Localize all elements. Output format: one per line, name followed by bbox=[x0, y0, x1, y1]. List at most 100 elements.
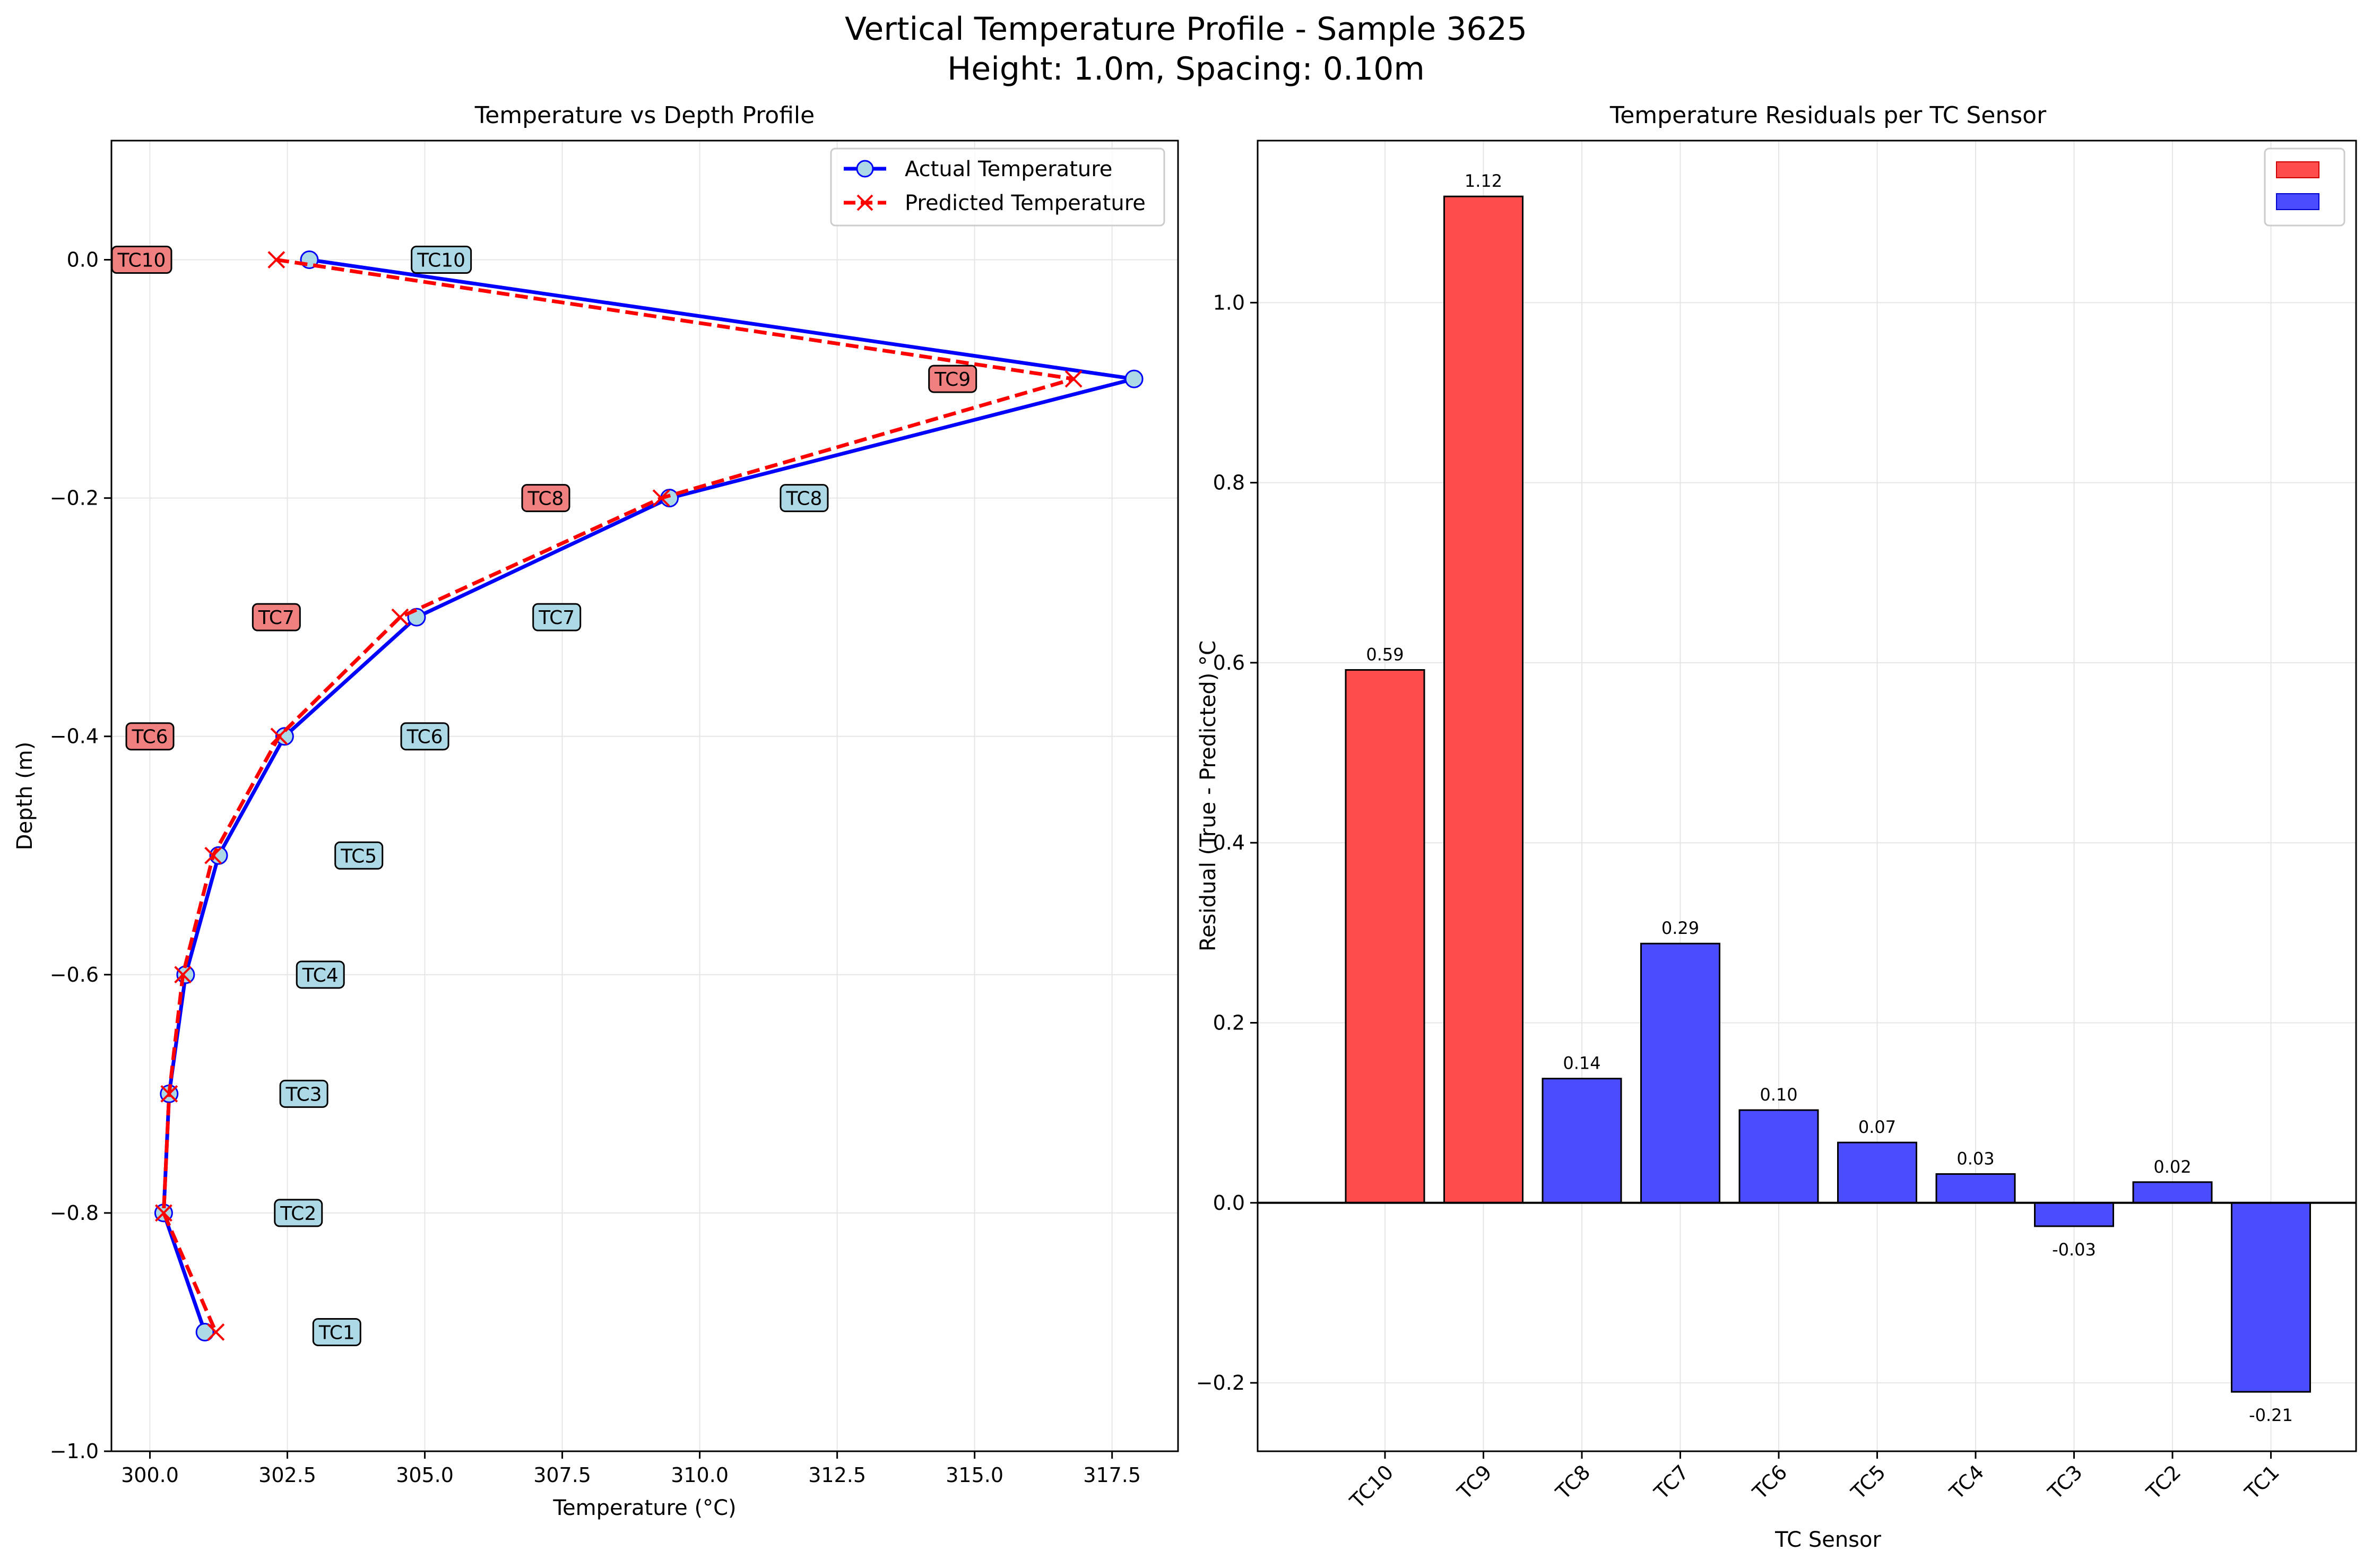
predicted-temperature-point bbox=[155, 1204, 172, 1222]
residual-bar-tc10 bbox=[1345, 669, 1425, 1204]
predicted-marker-stroke bbox=[391, 608, 409, 626]
predicted-temperature-point bbox=[270, 727, 288, 746]
residual-bar-tc3 bbox=[2034, 1202, 2114, 1227]
residual-bar-tc5 bbox=[1837, 1141, 1917, 1204]
predicted-temperature-point bbox=[391, 608, 409, 626]
predicted-sensor-label-box bbox=[928, 365, 977, 393]
residual-bar-tc4 bbox=[1935, 1173, 2016, 1204]
profile-x-tick-label: 305.0 bbox=[396, 1463, 454, 1487]
profile-y-axis-label: Depth (m) bbox=[13, 742, 37, 851]
profile-y-tick-label: 0.0 bbox=[67, 248, 99, 272]
residual-value-label: 0.03 bbox=[1957, 1149, 1994, 1169]
residual-y-tick-label: 0.0 bbox=[1213, 1191, 1245, 1215]
actual-sensor-label: TC10 bbox=[417, 250, 465, 272]
actual-temperature-point bbox=[176, 965, 195, 984]
predicted-sensor-label: TC6 bbox=[132, 726, 168, 748]
residual-bar-tc6 bbox=[1738, 1109, 1819, 1204]
residual-y-axis-label: Residual (True - Predicted) °C bbox=[1196, 640, 1220, 951]
actual-sensor-label-box bbox=[312, 1318, 361, 1346]
actual-sensor-label: TC2 bbox=[280, 1203, 316, 1225]
residual-y-tick-label: 0.2 bbox=[1213, 1011, 1245, 1035]
profile-x-tick-label: 300.0 bbox=[121, 1463, 179, 1487]
predicted-sensor-label-box bbox=[252, 603, 301, 631]
residual-chart-title: Temperature Residuals per TC Sensor bbox=[1609, 102, 2047, 129]
actual-sensor-label: TC1 bbox=[318, 1322, 355, 1344]
residual-value-labels: 0.59 1.12 0.14 0.29 0.10 0.07 0.03 -0.03 0.02 -0.… bbox=[1366, 171, 2293, 1425]
profile-ticks: 300.0 302.5 305.0 307.5 310.0 312.5 315.0 317.5… bbox=[50, 248, 1141, 1487]
profile-x-tick-label: 310.0 bbox=[671, 1463, 729, 1487]
predicted-sensor-label: TC7 bbox=[258, 607, 295, 629]
legend-predicted-marker-swatch bbox=[856, 194, 873, 211]
profile-chart: Temperature vs Depth Profile TC10 TC8 TC7 T… bbox=[13, 102, 1179, 1520]
residual-bar-tc8 bbox=[1542, 1078, 1622, 1204]
profile-y-tick-label: −1.0 bbox=[50, 1440, 99, 1463]
actual-sensor-label-box bbox=[780, 484, 829, 513]
actual-sensor-label-box bbox=[400, 722, 449, 751]
residual-y-tick-label: −0.2 bbox=[1196, 1371, 1245, 1394]
predicted-temperature-point bbox=[207, 1323, 225, 1341]
predicted-marker-stroke bbox=[270, 727, 288, 746]
profile-x-axis-label: Temperature (°C) bbox=[552, 1496, 736, 1520]
profile-x-tick-label: 307.5 bbox=[533, 1463, 591, 1487]
profile-legend: Actual Temperature Predicted Temperature bbox=[830, 148, 1165, 227]
residual-value-label: 0.14 bbox=[1563, 1053, 1600, 1073]
residual-legend-box bbox=[2264, 148, 2345, 227]
profile-x-tick-label: 317.5 bbox=[1083, 1463, 1141, 1487]
residual-x-axis-label: TC Sensor bbox=[1774, 1528, 1881, 1552]
actual-sensor-label-box bbox=[532, 603, 582, 631]
predicted-temperature-point bbox=[160, 1085, 178, 1103]
residual-value-label: -0.03 bbox=[2052, 1240, 2096, 1260]
residual-legend bbox=[2264, 148, 2345, 227]
profile-y-tick-label: −0.2 bbox=[50, 487, 99, 510]
actual-sensor-label: TC6 bbox=[406, 726, 443, 748]
actual-sensor-label: TC8 bbox=[786, 488, 823, 510]
profile-sensor-labels: TC10 TC8 TC7 TC6 TC5 TC4 TC3 TC2 TC1 TC10 TC9 TC8 TC… bbox=[111, 246, 977, 1346]
predicted-marker-stroke bbox=[207, 1323, 225, 1341]
legend-predicted-label: Predicted Temperature bbox=[905, 191, 1146, 215]
residual-y-tick-label: 0.6 bbox=[1213, 651, 1245, 674]
actual-temperature-point bbox=[275, 727, 294, 746]
residual-value-label: 0.59 bbox=[1366, 645, 1404, 665]
residual-value-label: 1.12 bbox=[1465, 171, 1502, 191]
predicted-marker-stroke bbox=[155, 1204, 172, 1222]
actual-sensor-label: TC3 bbox=[285, 1084, 322, 1105]
profile-chart-title: Temperature vs Depth Profile bbox=[474, 102, 815, 129]
profile-series bbox=[154, 250, 1144, 1341]
residual-value-label: 0.02 bbox=[2153, 1157, 2191, 1177]
predicted-marker-stroke bbox=[1064, 370, 1083, 388]
residual-bar-tc7 bbox=[1640, 942, 1720, 1204]
predicted-temperature-point bbox=[174, 966, 192, 984]
residual-y-tick-label: 1.0 bbox=[1213, 291, 1245, 314]
predicted-marker-stroke bbox=[267, 251, 285, 268]
figure-title-line2: Height: 1.0m, Spacing: 0.10m bbox=[947, 50, 1425, 88]
residual-value-label: 0.29 bbox=[1661, 918, 1699, 938]
predicted-sensor-label: TC9 bbox=[934, 369, 971, 391]
predicted-temperature-point bbox=[652, 489, 670, 507]
legend-actual-label: Actual Temperature bbox=[905, 157, 1112, 181]
residual-bar-tc1 bbox=[2231, 1202, 2311, 1393]
actual-sensor-label-box bbox=[279, 1079, 328, 1108]
residual-bar-tc9 bbox=[1443, 195, 1523, 1204]
predicted-temperature-point bbox=[1064, 370, 1083, 388]
actual-sensor-label-box bbox=[274, 1199, 323, 1227]
profile-plot-frame bbox=[110, 140, 1179, 1452]
predicted-sensor-label-box bbox=[125, 722, 175, 751]
residual-chart: Temperature Residuals per TC Sensor 0.59… bbox=[1196, 102, 2357, 1552]
actual-sensor-label: TC5 bbox=[340, 845, 377, 867]
legend-red-swatch bbox=[2276, 161, 2319, 178]
residual-plot-frame bbox=[1257, 140, 2357, 1452]
legend-actual-marker-swatch bbox=[856, 160, 874, 178]
actual-sensor-label: TC4 bbox=[302, 965, 339, 986]
predicted-temperature-point bbox=[204, 846, 222, 864]
predicted-temperature-point bbox=[267, 251, 285, 268]
predicted-marker-stroke bbox=[652, 489, 670, 507]
predicted-marker-stroke bbox=[204, 846, 222, 864]
residual-y-tick-label: 0.8 bbox=[1213, 471, 1245, 495]
profile-y-tick-label: −0.4 bbox=[50, 725, 99, 748]
profile-y-tick-label: −0.8 bbox=[50, 1201, 99, 1225]
predicted-marker-stroke bbox=[160, 1085, 178, 1103]
residual-value-label: 0.07 bbox=[1858, 1117, 1896, 1137]
predicted-marker-stroke bbox=[174, 966, 192, 984]
